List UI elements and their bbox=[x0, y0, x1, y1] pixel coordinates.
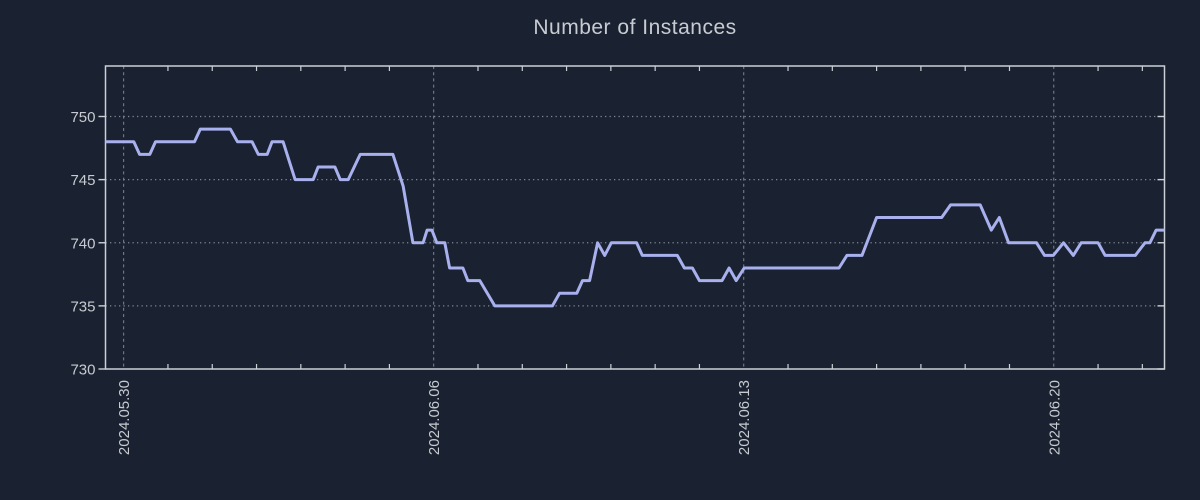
x-tick-label: 2024.06.06 bbox=[426, 380, 443, 455]
x-tick-label: 2024.06.13 bbox=[736, 380, 753, 455]
y-tick-label: 745 bbox=[70, 172, 95, 189]
series-line-instances bbox=[105, 127, 1165, 308]
x-tick-label: 2024.05.30 bbox=[116, 380, 133, 455]
x-tick-label: 2024.06.20 bbox=[1046, 380, 1063, 455]
y-tick-label: 735 bbox=[70, 298, 95, 315]
y-tick-label: 750 bbox=[70, 109, 95, 126]
y-tick-label: 730 bbox=[70, 362, 95, 379]
plot-border bbox=[104, 65, 1166, 370]
chart-title: Number of Instances bbox=[533, 16, 737, 39]
y-tick-label: 740 bbox=[70, 235, 95, 252]
